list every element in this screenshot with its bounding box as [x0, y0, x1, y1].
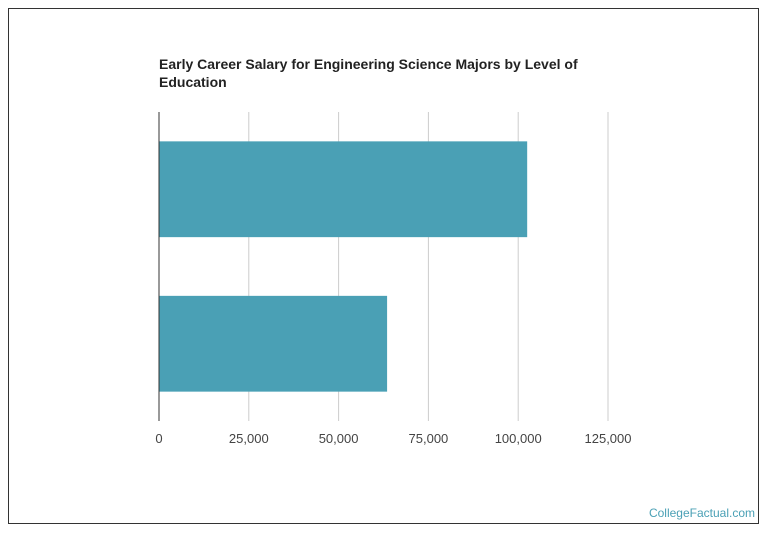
chart-title: Early Career Salary for Engineering Scie… [159, 56, 578, 90]
bar [159, 295, 388, 392]
x-tick-label: 75,000 [409, 431, 449, 446]
x-tick-label: 50,000 [319, 431, 359, 446]
x-tick-label: 25,000 [229, 431, 269, 446]
x-tick-label: 100,000 [495, 431, 542, 446]
chart-frame [8, 8, 759, 524]
x-tick-label: 0 [155, 431, 162, 446]
bars [159, 141, 528, 392]
watermark-text: CollegeFactual.com [648, 506, 755, 520]
x-axis-ticks: 0 25,000 50,000 75,000 100,000 125,000 [155, 431, 631, 446]
x-tick-label: 125,000 [585, 431, 632, 446]
bar [159, 141, 528, 238]
